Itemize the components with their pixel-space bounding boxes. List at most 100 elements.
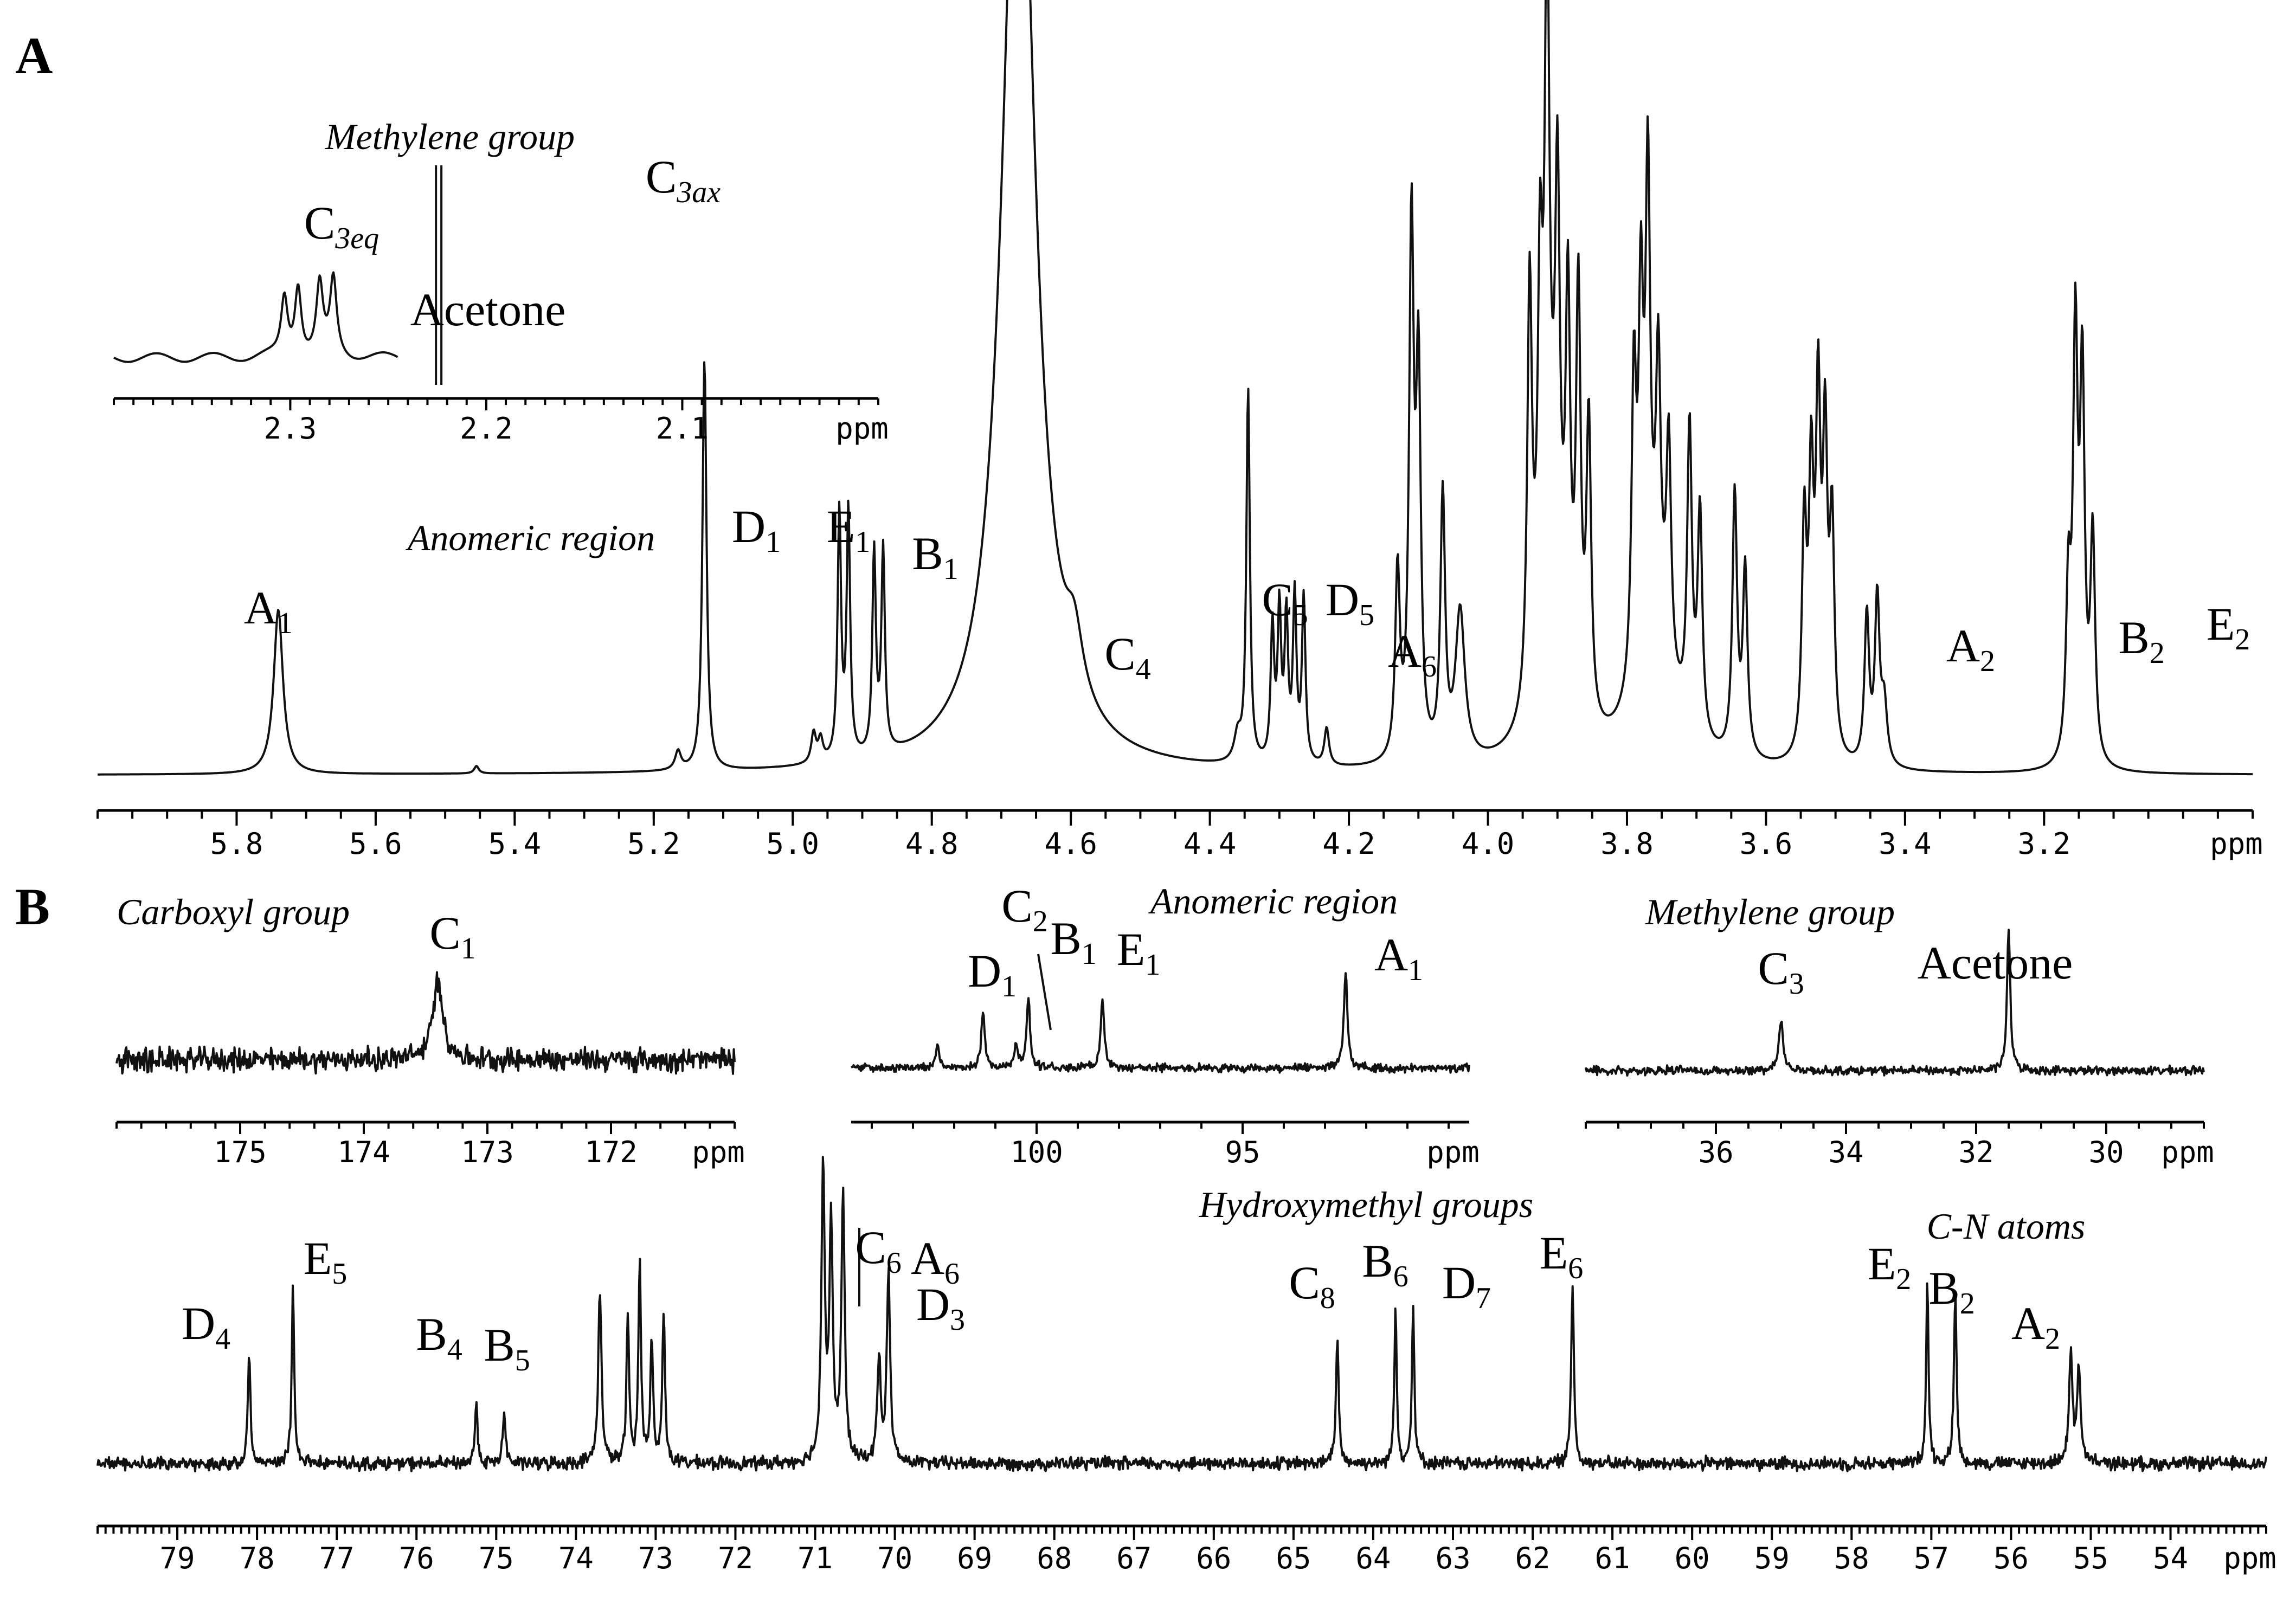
x-axis-unit-label: ppm <box>2210 827 2263 861</box>
x-tick-label: 73 <box>638 1541 673 1575</box>
peak-label: C5 <box>1262 574 1308 632</box>
x-axis-unit-label: ppm <box>692 1135 745 1169</box>
x-tick-label: 55 <box>2073 1541 2108 1575</box>
x-axis-unit-label: ppm <box>835 411 889 446</box>
x-tick-label: 5.8 <box>210 827 263 861</box>
panel-letter-a: A <box>15 27 53 85</box>
peak-label: C3ax <box>646 151 721 209</box>
peak-leader-line <box>1037 954 1052 1031</box>
peak-label: C1 <box>429 907 475 965</box>
peak-label: E6 <box>1540 1227 1584 1285</box>
x-tick-label: 3.8 <box>1600 827 1654 861</box>
peak-label: A1 <box>244 582 293 640</box>
spectrum-b-methylene: 36 34 32 30 ppm Methylene group C3 Acetone <box>1585 891 2214 1169</box>
spectrum-a-main: 5.8 5.6 5.4 5.2 5.0 4.8 4.6 4.4 4.2 4.0 3.8 3.6 3.4 3… <box>97 0 2263 861</box>
region-label: Methylene group <box>325 116 575 157</box>
x-tick-label: 30 <box>2088 1135 2124 1169</box>
x-tick-label: 34 <box>1828 1135 1863 1169</box>
x-tick-label: 36 <box>1698 1135 1733 1169</box>
peak-label: Acetone <box>410 284 566 336</box>
x-tick-label: 54 <box>2153 1541 2188 1575</box>
x-tick-label: 71 <box>798 1541 833 1575</box>
x-axis-unit-label: ppm <box>2161 1135 2214 1169</box>
x-tick-label: 2.1 <box>656 411 709 446</box>
peak-label: D4 <box>182 1297 230 1356</box>
region-label: Carboxyl group <box>117 891 350 932</box>
peak-label: D1 <box>968 945 1017 1003</box>
x-tick-label: 5.2 <box>627 827 680 861</box>
x-axis-unit-label: ppm <box>1426 1135 1480 1169</box>
x-tick-label: 32 <box>1958 1135 1993 1169</box>
peak-label: E1 <box>1117 923 1161 982</box>
peak-label: A6 <box>1388 625 1437 684</box>
x-tick-label: 67 <box>1116 1541 1152 1575</box>
peak-label: C6 <box>855 1221 901 1280</box>
peak-label: E5 <box>304 1232 348 1291</box>
x-tick-label: 3.4 <box>1879 827 1932 861</box>
region-label: Methylene group <box>1645 891 1895 932</box>
peak-label: D3 <box>916 1278 965 1337</box>
spectrum-trace <box>113 271 398 363</box>
peak-label: A2 <box>2011 1297 2060 1356</box>
spectrum-trace <box>97 0 2253 776</box>
spectrum-b-main: 79 78 77 76 75 74 73 72 71 70 69 68 67 66 65 64 63 62 61 60… <box>97 1156 2276 1575</box>
spectrum-trace <box>851 972 1470 1074</box>
x-tick-label: 77 <box>319 1541 355 1575</box>
x-tick-label: 3.2 <box>2018 827 2071 861</box>
x-tick-label: 174 <box>337 1135 390 1169</box>
x-tick-label: 79 <box>160 1541 195 1575</box>
x-tick-label: 5.6 <box>349 827 402 861</box>
peak-label: C4 <box>1104 628 1150 686</box>
x-tick-label: 4.4 <box>1184 827 1237 861</box>
x-tick-label: 64 <box>1355 1541 1391 1575</box>
peak-label: A2 <box>1946 620 1995 678</box>
spectrum-b-anomeric: 100 95 ppm Anomeric region D1 C2 B1 E1 A1 <box>851 880 1480 1169</box>
region-label: Anomeric region <box>406 517 655 558</box>
spectrum-b-carboxyl: 175 174 173 172 ppm Carboxyl group C1 <box>115 891 745 1169</box>
x-tick-label: 5.4 <box>488 827 542 861</box>
x-tick-label: 65 <box>1276 1541 1311 1575</box>
x-tick-label: 61 <box>1595 1541 1630 1575</box>
x-tick-label: 66 <box>1196 1541 1231 1575</box>
peak-label: B4 <box>416 1308 462 1367</box>
peak-label: B1 <box>912 527 958 586</box>
x-tick-label: 58 <box>1834 1541 1869 1575</box>
x-axis-unit-label: ppm <box>2223 1541 2276 1575</box>
x-tick-label: 4.8 <box>905 827 959 861</box>
x-tick-label: 4.6 <box>1044 827 1097 861</box>
peak-label: C8 <box>1289 1257 1335 1315</box>
x-tick-label: 172 <box>584 1135 638 1169</box>
peak-label: B2 <box>1928 1262 1975 1321</box>
x-tick-label: 72 <box>718 1541 753 1575</box>
x-tick-label: 100 <box>1010 1135 1063 1169</box>
peak-label: E2 <box>2207 598 2250 656</box>
x-tick-label: 76 <box>399 1541 434 1575</box>
peak-label: D5 <box>1326 574 1374 632</box>
peak-label: D1 <box>732 500 781 559</box>
region-label: C-N atoms <box>1927 1206 2086 1247</box>
spectrum-a-inset: 2.3 2.2 2.1 ppm Methylene group C3eq C3ax Aceto… <box>113 116 889 446</box>
peak-label: C3eq <box>304 197 379 255</box>
peak-label: A1 <box>1374 929 1423 987</box>
peak-label: B1 <box>1050 912 1096 971</box>
region-label: Anomeric region <box>1148 880 1398 922</box>
x-tick-label: 175 <box>214 1135 267 1169</box>
peak-label: C2 <box>1001 880 1047 938</box>
x-tick-label: 3.6 <box>1740 827 1793 861</box>
x-tick-label: 5.0 <box>766 827 819 861</box>
x-tick-label: 4.2 <box>1322 827 1375 861</box>
spectrum-trace <box>1585 929 2205 1077</box>
x-tick-label: 68 <box>1037 1541 1072 1575</box>
peak-label: B2 <box>2118 611 2164 670</box>
peak-label: B5 <box>484 1319 530 1377</box>
x-tick-label: 4.0 <box>1462 827 1515 861</box>
x-tick-label: 70 <box>877 1541 912 1575</box>
x-tick-label: 74 <box>558 1541 594 1575</box>
x-tick-label: 60 <box>1675 1541 1710 1575</box>
region-label: Hydroxymethyl groups <box>1199 1184 1533 1225</box>
peak-label: E1 <box>827 500 871 559</box>
x-tick-label: 63 <box>1435 1541 1470 1575</box>
x-tick-label: 75 <box>479 1541 514 1575</box>
peak-label: A6 <box>911 1232 960 1291</box>
